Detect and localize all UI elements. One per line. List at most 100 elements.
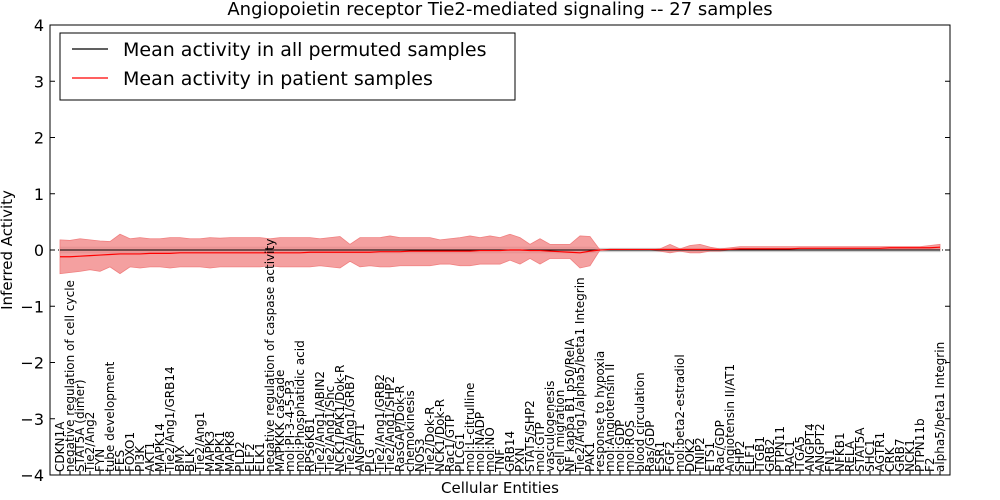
x-tick-label: negative regulation of caspase activity xyxy=(263,239,277,472)
x-tick-label: PLCG1 xyxy=(453,433,467,472)
x-tick-label: NOS3 xyxy=(413,438,427,472)
x-tick-label: GRB2 xyxy=(763,438,777,472)
x-tick-label: RasGAP/Dok-R xyxy=(393,385,407,472)
x-tick-label: RPS6KB1 xyxy=(303,417,317,472)
legend-box xyxy=(59,32,516,101)
x-tick-label: Rac1/GTP xyxy=(443,415,457,472)
x-tick-label: alpha5/beta1 Integrin xyxy=(933,342,947,472)
x-tick-label: AKT1 xyxy=(143,442,157,472)
x-axis-title: Cellular Entities xyxy=(441,479,559,497)
x-tick-label: PLG xyxy=(363,449,377,472)
patient-range-band xyxy=(59,233,941,275)
x-tick-label: Tie2/Ang1/GRB2 xyxy=(373,374,387,473)
x-tick-label: NCK1 xyxy=(903,439,917,472)
x-tick-label: FES xyxy=(113,450,127,472)
x-tick-label: NCK1/PAK1/Dok-R xyxy=(333,365,347,472)
x-tick-label: Tie2/Ang1/SHP2 xyxy=(383,376,397,473)
x-tick-label: STAT5/SHP2 xyxy=(523,400,537,472)
x-tick-label: CDKN1A xyxy=(53,421,67,472)
series-lines xyxy=(60,246,941,258)
x-tick-label: PLD2 xyxy=(233,441,247,472)
x-tick-label: F2 xyxy=(923,457,937,472)
activity-bands xyxy=(50,233,950,275)
x-tick-label: STAT5A (dimer) xyxy=(73,379,87,472)
x-tick-label: AGTR1 xyxy=(873,432,887,472)
x-tick-label: mol:NADP xyxy=(473,412,487,472)
x-tick-label: FYN xyxy=(93,449,107,472)
y-tick-label: 2 xyxy=(34,129,44,148)
y-tick-label: 1 xyxy=(34,185,44,204)
x-tick-label: vasculogenesis xyxy=(543,381,557,472)
x-tick-label: mol:GTP xyxy=(533,422,547,472)
x-tick-label: MAPK8 xyxy=(223,431,237,472)
x-tick-label: Tie2/Ang1 xyxy=(193,412,207,473)
x-tick-label: negative regulation of cell cycle xyxy=(63,280,77,472)
x-tick-label: BLK xyxy=(183,448,197,472)
x-tick-label: mol:Phosphatidic acid xyxy=(293,340,307,472)
x-tick-label: blood circulation xyxy=(633,372,647,472)
x-tick-label: cell migration xyxy=(553,390,567,472)
x-tick-label: PAK1 xyxy=(583,442,597,472)
legend: Mean activity in all permuted samples Me… xyxy=(59,32,516,101)
x-tick-label: PXN xyxy=(513,448,527,472)
y-tick-label: −4 xyxy=(20,466,44,485)
x-tick-label: chemokinesis xyxy=(403,390,417,472)
x-tick-label: Ras/GDP xyxy=(643,421,657,473)
x-tick-label: response to hypoxia xyxy=(593,351,607,472)
x-tick-label: DOK2 xyxy=(683,438,697,472)
x-tick-label: TNIP2 xyxy=(693,437,707,473)
x-tick-label: ELF1 xyxy=(743,443,757,472)
x-tick-label: GRB7 xyxy=(893,438,907,472)
x-tick-label: ITGA5 xyxy=(793,436,807,472)
x-tick-label: SHC1 xyxy=(863,439,877,472)
x-tick-label: NFKB1 xyxy=(833,432,847,472)
y-tick-label: −2 xyxy=(20,354,44,373)
x-tick-label: tube development xyxy=(103,361,117,472)
x-tick-label: TNF xyxy=(493,449,507,473)
x-tick-label: PTPN11b xyxy=(913,418,927,472)
y-tick-label: 0 xyxy=(34,241,44,260)
x-tick-label: Tie2/Dok-R xyxy=(423,406,437,473)
x-tick-label: Tie2/Ang1/Shc xyxy=(323,386,337,473)
x-tick-label: ANGPT1 xyxy=(353,423,367,472)
y-tick-label: 3 xyxy=(34,72,44,91)
x-tick-label: mol:beta2-estradiol xyxy=(673,354,687,472)
x-tick-label: MAPK14 xyxy=(153,423,167,472)
x-tick-label: PTPN11 xyxy=(773,426,787,472)
x-tick-label: FN1 xyxy=(823,448,837,472)
x-tick-label: ITGB1 xyxy=(753,436,767,472)
x-tick-label: SHP2 xyxy=(733,440,747,472)
x-tick-label: Tie2/Ang2 xyxy=(83,412,97,473)
x-tick-label: mol:PI-3-4-5-P3 xyxy=(283,380,297,472)
y-tick-label: 4 xyxy=(34,16,44,35)
x-tick-label: BMX xyxy=(173,445,187,472)
x-tick-label: mol:L-citrulline xyxy=(463,383,477,472)
x-tick-label: ANGPT2 xyxy=(813,423,827,472)
x-tick-label: Rac/GDP xyxy=(713,420,727,472)
x-tick-label: ELF2 xyxy=(243,443,257,472)
x-tick-label: CRK xyxy=(883,446,897,472)
x-tick-label: mol:Angiotensin II xyxy=(603,364,617,472)
x-tick-label: NF kappa B1 p50/RelA xyxy=(563,338,577,472)
x-tick-label: Angiotensin II/AT1 xyxy=(723,364,737,472)
x-tick-label: mol:GDP xyxy=(613,420,627,472)
x-tick-label: Tie2/Ang1/ABIN2 xyxy=(313,371,327,473)
y-tick-label: −1 xyxy=(20,297,44,316)
legend-label-permuted: Mean activity in all permuted samples xyxy=(123,39,486,61)
x-tick-label: GRB14 xyxy=(503,431,517,472)
x-tick-label: NCK1/Dok-R xyxy=(433,399,447,472)
plot-frame xyxy=(49,24,951,476)
x-tick-label: MAPK1 xyxy=(213,431,227,472)
x-tick-label: STAT5A xyxy=(853,427,867,472)
x-tick-label: Tie2/Ang1/alpha5/beta1 Integrin xyxy=(573,277,587,473)
x-tick-label: mol:ROS xyxy=(623,420,637,472)
x-tick-label: MAPK3 xyxy=(203,431,217,472)
legend-label-patient: Mean activity in patient samples xyxy=(123,68,433,90)
y-axis-title: Inferred Activity xyxy=(0,190,16,310)
x-tick-label: mol:NO xyxy=(483,427,497,472)
series-line-patient xyxy=(60,246,941,258)
chart-title: Angiopoietin receptor Tie2-mediated sign… xyxy=(227,0,772,20)
x-tick-label: FOXO1 xyxy=(123,432,137,472)
